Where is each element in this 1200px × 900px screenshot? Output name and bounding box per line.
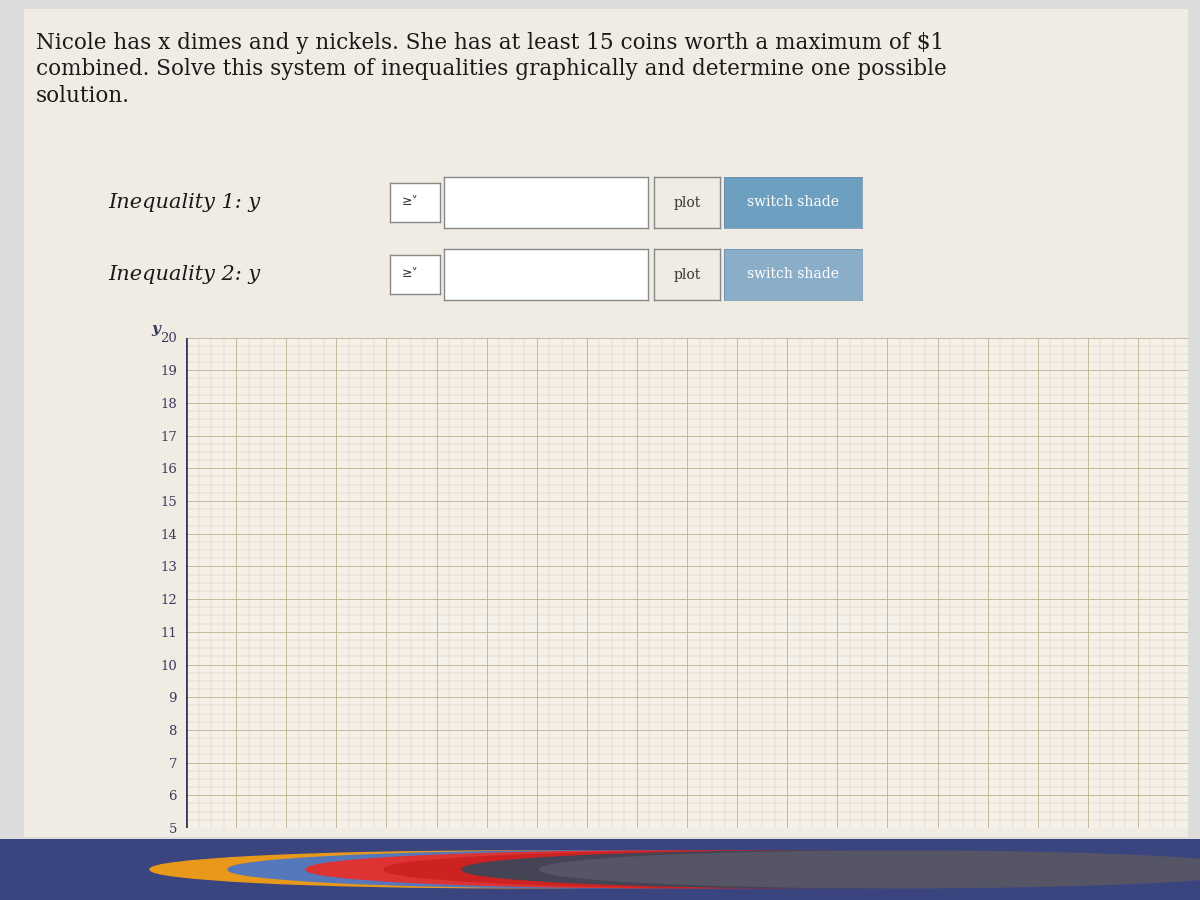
Circle shape <box>384 851 1104 887</box>
Text: plot: plot <box>673 195 701 210</box>
Text: ≥˅: ≥˅ <box>402 195 419 208</box>
Circle shape <box>306 851 1026 887</box>
Circle shape <box>540 851 1200 887</box>
Text: Nicole has x dimes and y nickels. She has at least 15 coins worth a maximum of $: Nicole has x dimes and y nickels. She ha… <box>36 32 944 53</box>
Text: plot: plot <box>673 267 701 282</box>
Text: Inequality 1: y: Inequality 1: y <box>108 193 260 212</box>
Text: switch shade: switch shade <box>746 267 839 282</box>
Text: switch shade: switch shade <box>746 195 839 210</box>
Circle shape <box>462 851 1182 887</box>
Text: combined. Solve this system of inequalities graphically and determine one possib: combined. Solve this system of inequalit… <box>36 58 947 80</box>
Circle shape <box>150 851 870 887</box>
Text: Inequality 2: y: Inequality 2: y <box>108 265 260 284</box>
Text: solution.: solution. <box>36 86 130 107</box>
Text: y: y <box>151 322 161 336</box>
Circle shape <box>228 851 948 887</box>
Text: ≥˅: ≥˅ <box>402 267 419 280</box>
